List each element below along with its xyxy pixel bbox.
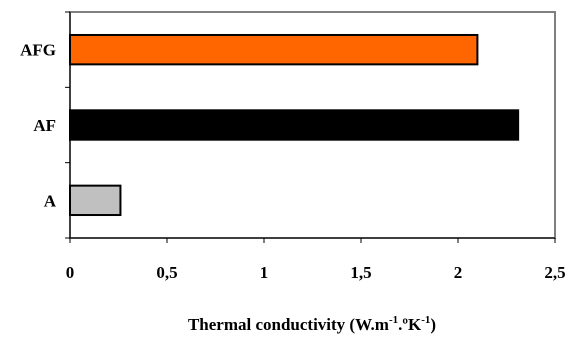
bar-a [69, 184, 122, 217]
category-labels: A AF AFG [20, 41, 57, 211]
x-axis-title: Thermal conductivity (W.m-1.ºK-1) [188, 314, 436, 334]
bars [69, 33, 520, 217]
x-axis-title-exp2: -1 [421, 314, 430, 326]
x-tick-label: 0,5 [156, 263, 177, 282]
x-axis-title-suffix: ) [430, 315, 436, 334]
x-tick-label: 1 [260, 263, 269, 282]
x-tick-label: 2 [454, 263, 463, 282]
x-tick-label: 0 [66, 263, 75, 282]
x-axis-title-exp1: -1 [389, 314, 398, 326]
bar-afg [69, 33, 479, 66]
x-tick-label: 2,5 [544, 263, 565, 282]
x-ticks [69, 238, 556, 243]
x-axis-title-prefix: Thermal conductivity (W.m [188, 315, 389, 334]
category-label-af: AF [33, 116, 56, 135]
x-tick-labels: 0 0,5 1 1,5 2 2,5 [66, 263, 566, 282]
category-label-afg: AFG [20, 41, 56, 60]
x-tick-label: 1,5 [350, 263, 371, 282]
bar-af [69, 109, 520, 141]
category-label-a: A [44, 191, 57, 210]
x-axis-title-mid: .ºK [398, 315, 422, 334]
y-category-ticks [65, 11, 70, 239]
